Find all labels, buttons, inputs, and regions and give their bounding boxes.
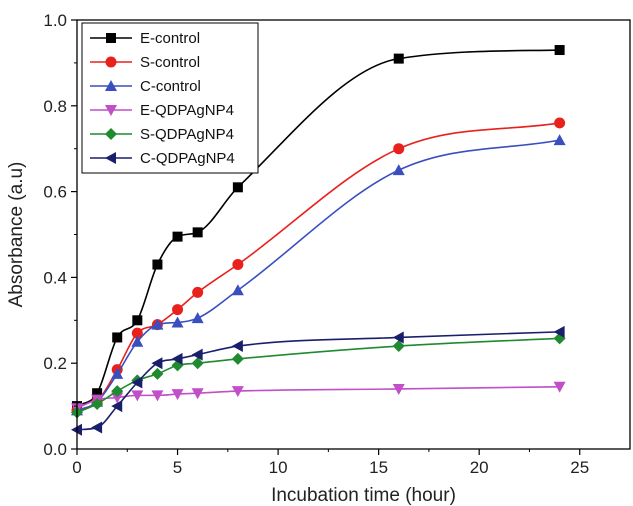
y-tick-label: 0.2 — [43, 354, 67, 373]
data-point — [393, 143, 405, 155]
series-line — [76, 385, 560, 409]
plot-area — [71, 45, 566, 436]
data-point — [191, 312, 204, 324]
data-point — [231, 284, 244, 296]
data-point — [111, 400, 123, 413]
x-tick-label: 0 — [72, 458, 81, 477]
data-point — [171, 316, 184, 328]
data-point — [111, 392, 124, 404]
data-point — [151, 390, 164, 402]
legend-label: C-QDPAgNP4 — [140, 150, 235, 167]
data-point — [553, 381, 566, 393]
data-point — [171, 389, 184, 401]
data-point — [171, 352, 183, 365]
legend-marker — [105, 56, 117, 68]
legend-item: E-QDPAgNP4 — [90, 102, 234, 119]
data-point — [152, 259, 163, 270]
series-s-qdpagnp4 — [71, 332, 566, 419]
data-point — [131, 390, 144, 402]
data-point — [392, 331, 404, 344]
x-tick-label: 10 — [269, 458, 288, 477]
series-e-qdpagnp4 — [71, 381, 566, 415]
data-point — [191, 348, 203, 361]
legend-item: C-QDPAgNP4 — [90, 150, 235, 167]
data-point — [131, 327, 143, 339]
legend-marker — [105, 105, 117, 116]
legend-marker — [105, 152, 116, 164]
legend-label: C-control — [140, 78, 201, 95]
data-point — [192, 286, 204, 298]
data-point — [191, 357, 204, 370]
data-point — [554, 45, 565, 56]
data-point — [111, 385, 124, 398]
data-point — [392, 164, 405, 176]
legend-item: S-QDPAgNP4 — [90, 126, 234, 143]
y-tick-label: 0.0 — [43, 440, 67, 459]
data-point — [232, 259, 244, 271]
y-axis-label: Absorbance (a.u) — [6, 162, 27, 308]
data-point — [111, 367, 124, 379]
data-point — [231, 352, 244, 365]
data-point — [192, 227, 203, 238]
data-point — [172, 231, 183, 242]
series-line — [76, 331, 560, 431]
data-point — [554, 117, 566, 129]
data-point — [132, 315, 143, 326]
series-line — [76, 337, 560, 414]
x-axis-label: Incubation time (hour) — [271, 485, 456, 506]
data-point — [392, 340, 405, 353]
data-point — [151, 367, 164, 380]
legend-marker — [105, 80, 117, 91]
x-tick-label: 20 — [470, 458, 489, 477]
data-point — [91, 421, 103, 434]
data-point — [393, 53, 404, 64]
x-tick-label: 25 — [570, 458, 589, 477]
series-c-qdpagnp4 — [71, 325, 565, 436]
legend-marker — [106, 33, 116, 43]
data-point — [191, 388, 204, 400]
y-tick-label: 1.0 — [43, 11, 67, 30]
data-point — [131, 335, 144, 347]
y-tick-label: 0.6 — [43, 183, 67, 202]
axes: 0 5 10 15 20 25 0.0 0.2 0.4 0.6 0.8 1.0 — [43, 11, 631, 477]
data-point — [151, 357, 163, 370]
data-point — [232, 182, 243, 193]
data-point — [392, 383, 405, 395]
data-point — [553, 325, 565, 338]
legend: E-control S-control C-control E-QDPAgNP4 S-Q… — [81, 22, 259, 174]
legend-label: S-control — [140, 54, 200, 71]
y-tick-label: 0.8 — [43, 97, 67, 116]
data-point — [151, 318, 164, 330]
data-point — [231, 340, 243, 353]
x-tick-label: 5 — [173, 458, 182, 477]
legend-item: C-control — [90, 78, 201, 95]
legend-marker — [105, 128, 117, 140]
legend-label: E-control — [140, 30, 200, 47]
legend-box — [81, 22, 259, 174]
data-point — [92, 388, 103, 399]
legend-item: S-control — [90, 54, 200, 71]
x-tick-label: 15 — [369, 458, 388, 477]
legend-label: S-QDPAgNP4 — [140, 126, 234, 143]
data-point — [553, 134, 566, 146]
data-point — [131, 376, 143, 389]
data-point — [112, 332, 123, 343]
data-point — [231, 386, 244, 398]
y-tick-label: 0.4 — [43, 268, 67, 287]
legend-item: E-control — [90, 30, 200, 47]
data-point — [91, 397, 104, 410]
data-point — [172, 304, 184, 316]
legend-label: E-QDPAgNP4 — [140, 102, 234, 119]
